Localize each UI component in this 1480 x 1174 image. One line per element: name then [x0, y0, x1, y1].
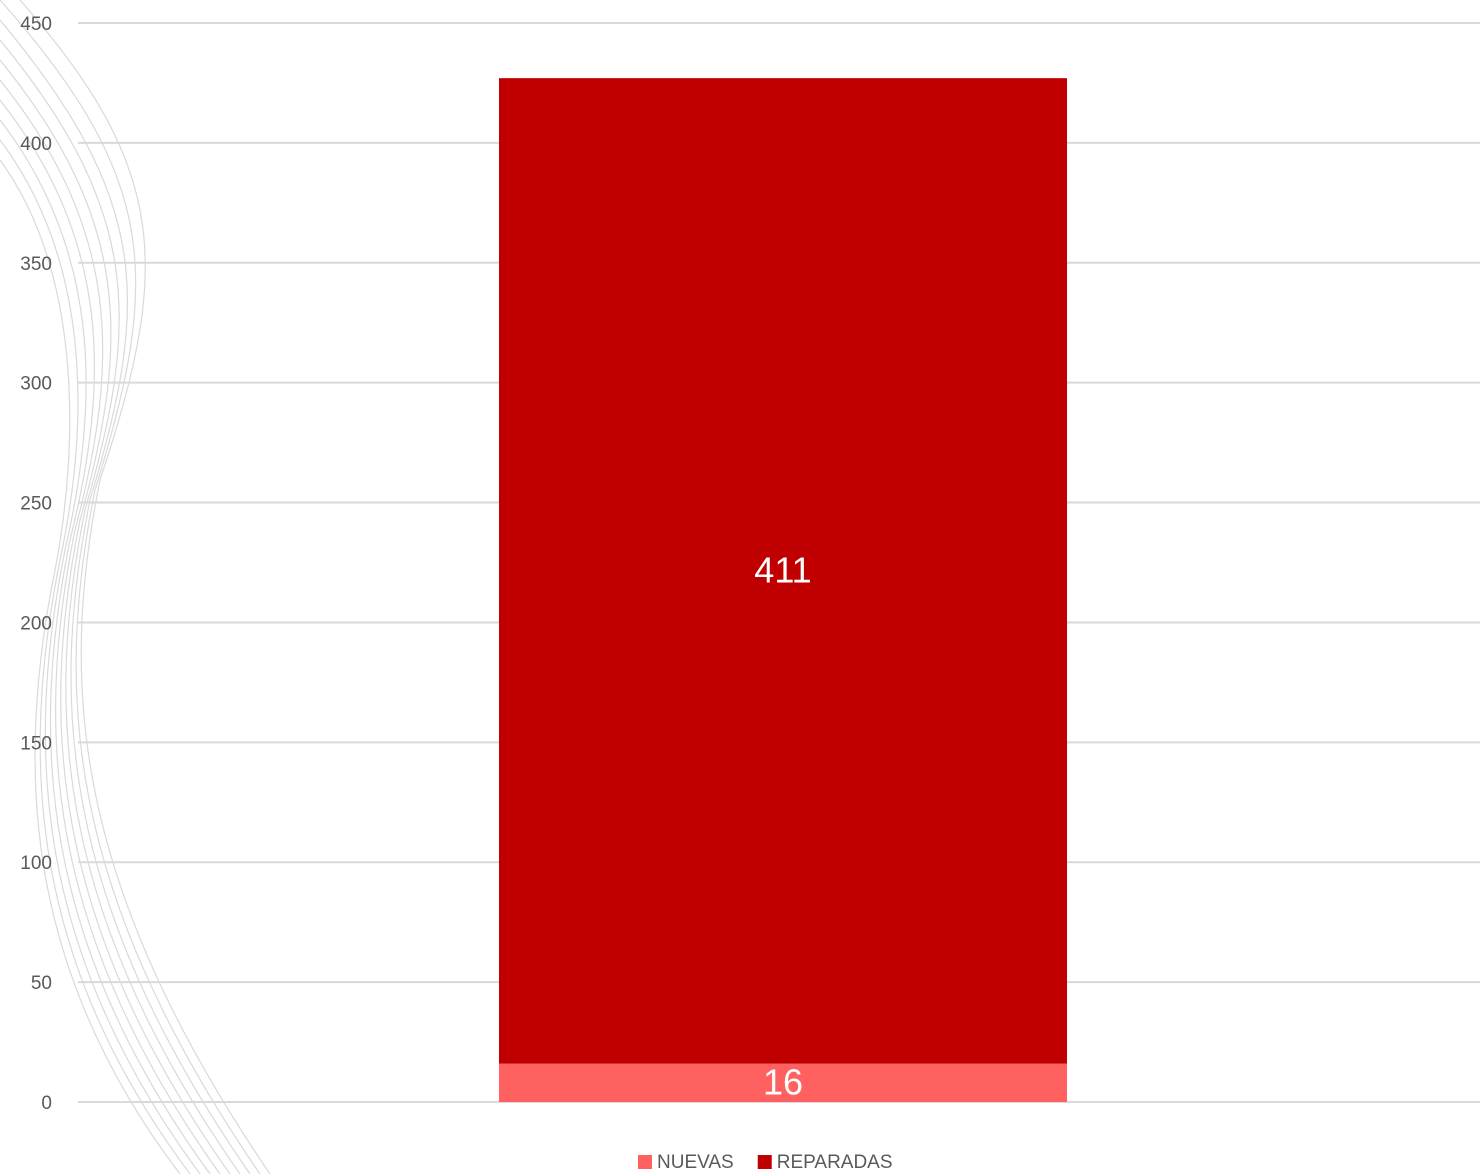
bar-segment	[499, 78, 1067, 1064]
y-tick-label: 250	[20, 494, 52, 515]
legend-swatch	[757, 1155, 772, 1169]
y-tick-label: 100	[20, 853, 52, 874]
legend-swatch	[638, 1155, 652, 1169]
bar-segment	[499, 1063, 1067, 1102]
y-tick-label: 450	[20, 14, 52, 35]
data-label: 16	[763, 1061, 803, 1102]
y-tick-label: 150	[20, 733, 52, 754]
legend-label: REPARADAS	[777, 1152, 893, 1173]
y-tick-label: 350	[20, 254, 52, 275]
background-waves	[0, 0, 271, 1174]
legend-label: NUEVAS	[657, 1152, 734, 1173]
y-tick-label: 50	[31, 973, 52, 994]
y-tick-label: 200	[20, 613, 52, 634]
y-tick-label: 300	[20, 374, 52, 395]
y-tick-label: 400	[20, 134, 52, 155]
data-label: 411	[754, 549, 811, 590]
y-tick-label: 0	[41, 1093, 52, 1114]
